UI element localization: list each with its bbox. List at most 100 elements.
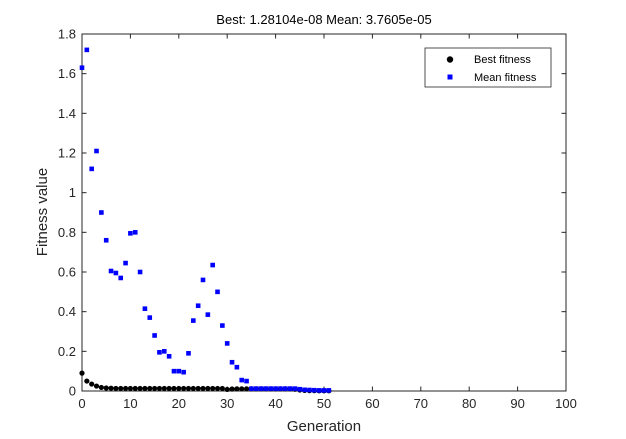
best-fitness-point [171, 385, 177, 392]
y-tick-label: 0.6 [58, 265, 76, 280]
x-axis-ticks: 0 10 20 30 40 50 60 70 80 90 100 [78, 34, 577, 411]
mean-fitness-point [215, 289, 220, 295]
mean-fitness-point [128, 231, 133, 236]
x-tick-label: 60 [365, 396, 379, 411]
best-fitness-point [219, 385, 225, 392]
best-fitness-point [185, 385, 192, 392]
mean-fitness-point [186, 351, 191, 356]
x-tick-label: 100 [555, 396, 577, 411]
best-fitness-point [122, 385, 129, 392]
x-tick-label: 10 [123, 396, 137, 411]
best-fitness-point [113, 385, 119, 392]
x-tick-label: 90 [510, 396, 524, 411]
legend-mean-marker [447, 74, 453, 80]
mean-fitness-point [292, 386, 298, 391]
mean-fitness-point [103, 237, 109, 243]
y-tick-label: 1.4 [58, 106, 76, 121]
x-tick-label: 70 [414, 396, 428, 411]
mean-fitness-point [307, 387, 312, 393]
best-fitness-point [93, 383, 100, 389]
best-fitness-point [132, 385, 138, 392]
best-fitness-point [103, 385, 109, 391]
mean-fitness-point [297, 386, 303, 392]
mean-fitness-point [195, 303, 201, 309]
mean-fitness-point [137, 269, 143, 275]
mean-fitness-point [132, 230, 138, 235]
mean-fitness-point [239, 377, 245, 383]
best-fitness-point [142, 385, 148, 392]
x-tick-label: 0 [78, 396, 85, 411]
x-tick-label: 40 [268, 396, 282, 411]
legend-mean-label: Mean fitness [474, 72, 537, 84]
best-fitness-point [137, 385, 143, 392]
mean-fitness-point [321, 388, 327, 393]
best-fitness-point [239, 386, 245, 392]
best-fitness-point [127, 385, 133, 392]
best-fitness-point [205, 385, 211, 392]
legend-best-marker [446, 56, 454, 63]
best-fitness-point [166, 385, 172, 392]
y-tick-label: 0 [69, 384, 76, 399]
best-fitness-point [84, 378, 90, 384]
best-fitness-point [210, 385, 216, 392]
mean-fitness-point [229, 359, 235, 365]
mean-fitness-point [210, 262, 215, 268]
best-fitness-point [108, 385, 114, 391]
best-fitness-point [161, 385, 167, 392]
mean-fitness-point [302, 387, 307, 393]
best-fitness-point [181, 385, 187, 392]
mean-fitness-point [152, 333, 157, 338]
best-fitness-point [229, 386, 235, 392]
mean-fitness-point [278, 386, 283, 391]
y-tick-label: 0.8 [58, 225, 76, 240]
plot-area [81, 33, 567, 392]
mean-fitness-point [123, 260, 128, 266]
mean-fitness-point [157, 350, 162, 355]
y-tick-label: 1 [69, 185, 76, 200]
mean-fitness-point [181, 369, 186, 375]
best-fitness-point [190, 385, 196, 392]
y-tick-label: 1.6 [58, 66, 76, 81]
mean-fitness-point [249, 386, 254, 391]
mean-fitness-point [287, 386, 293, 391]
mean-fitness-point [200, 277, 206, 283]
mean-fitness-point [244, 378, 249, 384]
mean-fitness-point [176, 368, 182, 374]
best-fitness-point [214, 385, 221, 392]
mean-fitness-point [234, 364, 240, 370]
mean-fitness-point [268, 386, 274, 391]
best-fitness-point [224, 386, 230, 393]
mean-fitness-point [89, 166, 94, 172]
y-tick-label: 0.4 [58, 304, 76, 319]
best-fitness-point [152, 385, 158, 392]
mean-fitness-point [312, 387, 317, 393]
y-axis-label: Fitness value [34, 168, 51, 256]
mean-fitness-point [99, 210, 104, 215]
best-fitness-point [98, 384, 104, 391]
y-tick-label: 1.8 [58, 27, 76, 42]
y-tick-label: 1.2 [58, 146, 76, 161]
mean-fitness-point [191, 318, 196, 323]
mean-fitness-point [205, 312, 211, 317]
mean-fitness-point [326, 388, 332, 393]
y-tick-label: 0.2 [58, 344, 76, 359]
best-fitness-point [156, 385, 163, 392]
mean-fitness-point [94, 148, 99, 154]
mean-fitness-point [118, 275, 124, 281]
legend-best-label: Best fitness [474, 54, 531, 66]
mean-fitness-point [79, 65, 85, 71]
mean-fitness-point [142, 306, 148, 311]
best-fitness-point [243, 386, 250, 392]
x-tick-label: 50 [317, 396, 331, 411]
x-axis-label: Generation [287, 418, 361, 435]
mean-fitness-point [108, 268, 114, 274]
mean-fitness-point [282, 386, 288, 391]
x-tick-label: 30 [220, 396, 234, 411]
best-fitness-point [118, 385, 124, 392]
mean-fitness-point [113, 270, 119, 276]
mean-fitness-point [263, 386, 269, 391]
best-fitness-point [234, 386, 240, 392]
best-fitness-point [89, 381, 95, 387]
legend-box [424, 47, 552, 88]
